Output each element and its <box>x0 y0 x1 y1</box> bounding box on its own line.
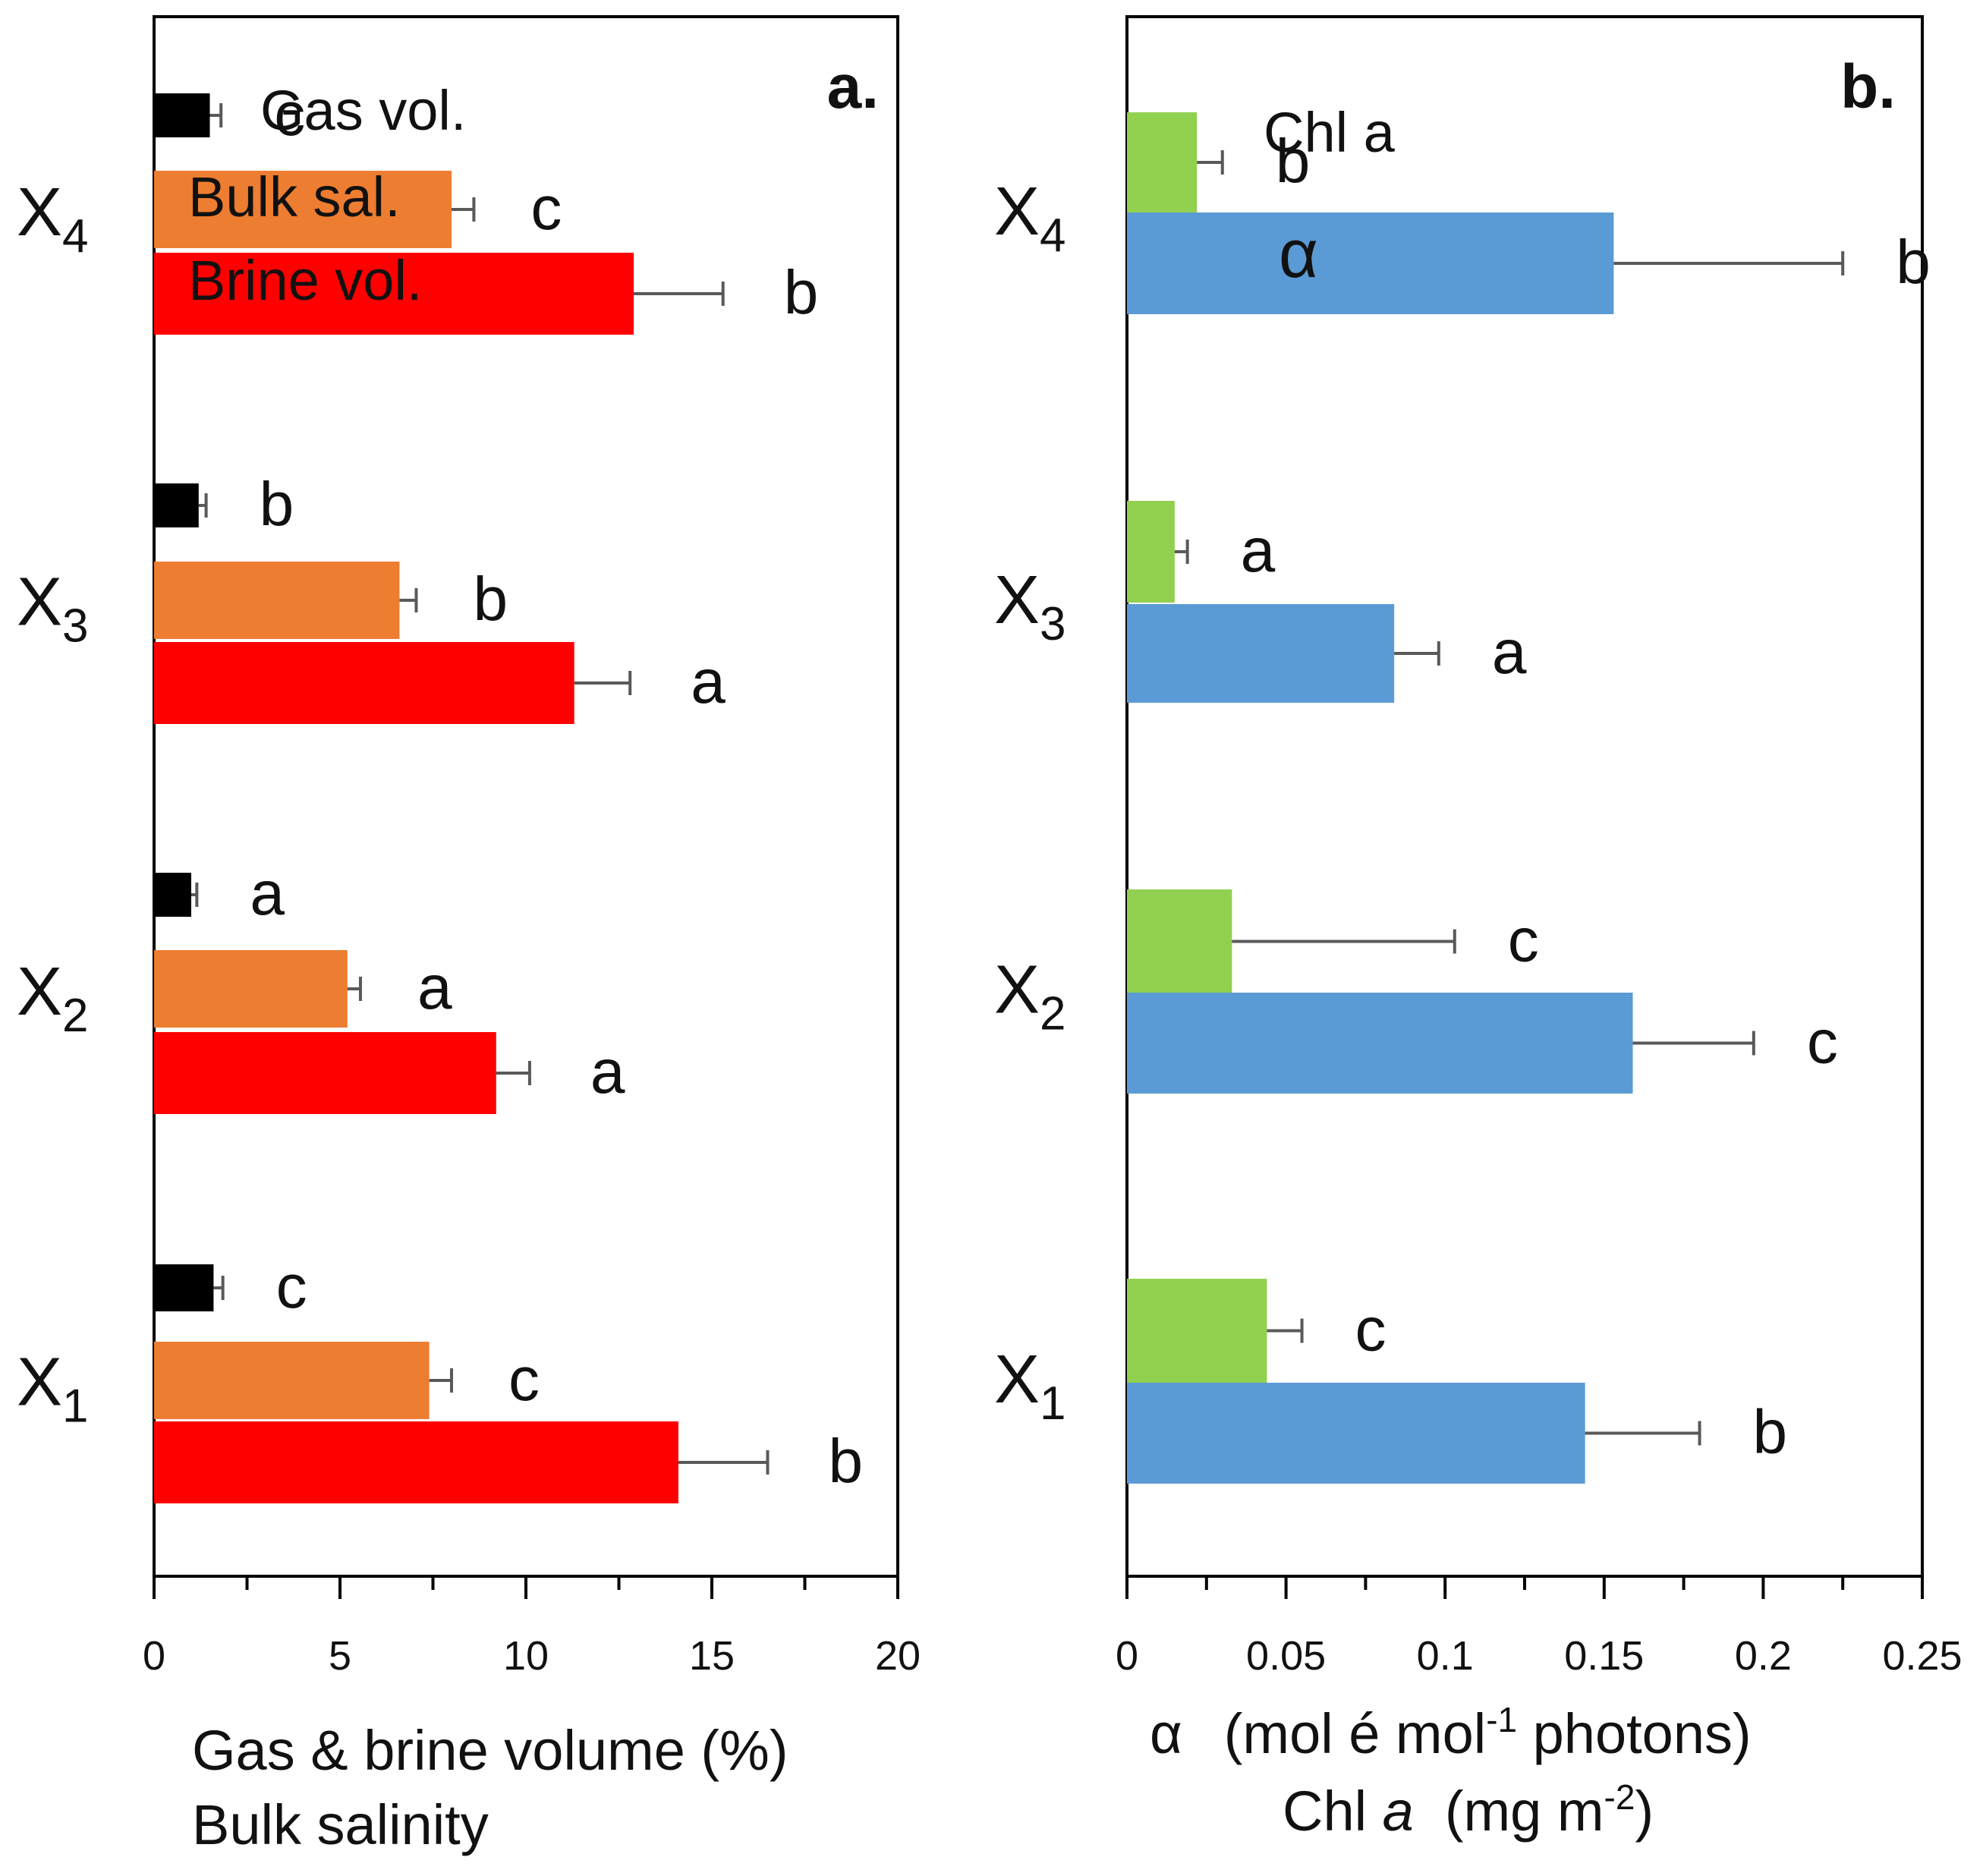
bar-a-2-x1 <box>154 1342 430 1419</box>
bar-b-2-x3 <box>1127 604 1395 703</box>
panel-a-xlabel-line1: Gas & brine volume (%) <box>192 1719 788 1782</box>
bar-a-1-x1 <box>154 1264 214 1311</box>
significance-letter: b <box>784 258 819 327</box>
significance-letter: c <box>1508 906 1539 975</box>
bar-a-3-x2 <box>154 1032 496 1114</box>
significance-letter: a <box>590 1037 625 1106</box>
bar-b-1-x2 <box>1127 889 1232 993</box>
x-tick-label: 0 <box>143 1633 165 1679</box>
x-tick-label: 5 <box>329 1633 351 1679</box>
significance-letter: c <box>274 80 305 149</box>
significance-letter: a <box>1241 516 1276 585</box>
x-tick-label: 0.1 <box>1417 1633 1474 1679</box>
category-label: X4 <box>17 175 89 263</box>
significance-letter: b <box>1896 228 1931 297</box>
series-label: Brine vol. <box>188 249 422 312</box>
x-tick-label: 10 <box>503 1633 549 1679</box>
bar-a-3-x1 <box>154 1421 678 1503</box>
bar-b-1-x4 <box>1127 112 1198 212</box>
category-label: X3 <box>994 562 1066 650</box>
bar-a-1-x3 <box>154 483 199 527</box>
series-label: α <box>1279 216 1318 292</box>
bar-a-1-x2 <box>154 873 191 917</box>
bar-b-2-x1 <box>1127 1383 1585 1484</box>
x-tick-label: 0 <box>1116 1633 1138 1679</box>
significance-letter: c <box>1355 1295 1387 1365</box>
series-label: Gas vol. <box>260 79 466 142</box>
panel-a-label: a. <box>827 52 879 121</box>
bar-b-2-x2 <box>1127 993 1633 1094</box>
x-tick-label: 0.15 <box>1564 1633 1644 1679</box>
bar-b-1-x3 <box>1127 501 1175 603</box>
significance-letter: b <box>260 470 294 539</box>
bar-a-3-x4 <box>154 253 634 335</box>
category-label: X2 <box>994 952 1066 1040</box>
significance-letter: b <box>473 565 508 634</box>
significance-letter: a <box>1492 618 1527 687</box>
category-label: X1 <box>17 1345 89 1433</box>
significance-letter: c <box>508 1345 540 1414</box>
panel-a-xlabel-line2: Bulk salinity <box>192 1793 489 1856</box>
significance-letter: c <box>530 174 562 243</box>
x-tick-label: 15 <box>689 1633 735 1679</box>
series-label: Chl a <box>1264 101 1396 164</box>
category-label: X3 <box>17 565 89 653</box>
panel-b-label: b. <box>1840 52 1896 121</box>
significance-letter: b <box>1276 127 1311 196</box>
x-tick-label: 0.2 <box>1735 1633 1792 1679</box>
bar-a-1-x4 <box>154 93 210 137</box>
significance-letter: b <box>829 1427 864 1496</box>
alpha-symbol: α <box>1150 1702 1182 1765</box>
category-label: X1 <box>994 1342 1066 1430</box>
significance-letter: c <box>276 1252 307 1321</box>
bar-b-2-x4 <box>1127 212 1614 314</box>
significance-letter: c <box>1807 1008 1838 1077</box>
panel-b-xlabel-line2: Chl a (mg m-2) <box>1283 1777 1654 1843</box>
panel-b-xlabel-line1: α (mol é mol-1 photons) <box>1150 1700 1752 1765</box>
significance-letter: a <box>250 859 285 928</box>
bar-b-1-x1 <box>1127 1279 1267 1383</box>
series-label: Bulk sal. <box>188 165 401 228</box>
bar-a-2-x3 <box>154 562 400 639</box>
x-tick-label: 0.05 <box>1246 1633 1326 1679</box>
bar-a-2-x4 <box>154 171 452 248</box>
bar-a-3-x3 <box>154 642 574 724</box>
category-label: X2 <box>17 954 89 1042</box>
x-tick-label: 20 <box>875 1633 921 1679</box>
x-tick-label: 0.25 <box>1882 1633 1962 1679</box>
significance-letter: a <box>691 647 726 716</box>
bar-a-2-x2 <box>154 950 348 1028</box>
significance-letter: b <box>1753 1398 1788 1467</box>
significance-letter: a <box>417 953 452 1022</box>
category-label: X4 <box>994 174 1066 262</box>
